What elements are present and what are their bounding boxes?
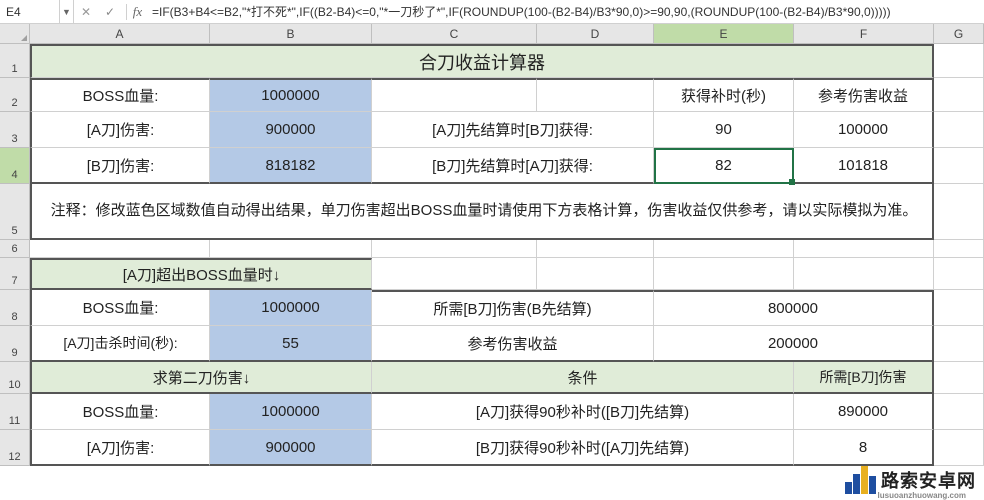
cell-D7[interactable]	[537, 258, 654, 290]
cell-E4[interactable]: 82	[654, 148, 794, 184]
watermark-sub: lusuoanzhuowang.com	[878, 491, 966, 500]
row-header-11[interactable]: 11	[0, 394, 30, 430]
row-header-9[interactable]: 9	[0, 326, 30, 362]
cell-AB10[interactable]: 求第二刀伤害↓	[30, 362, 372, 394]
cell-E6[interactable]	[654, 240, 794, 258]
row-header-6[interactable]: 6	[0, 240, 30, 258]
cell-B12[interactable]: 900000	[210, 430, 372, 466]
cell-G7[interactable]	[934, 258, 984, 290]
cell-EF9[interactable]: 200000	[654, 326, 934, 362]
col-header-C[interactable]: C	[372, 24, 537, 43]
cell-area[interactable]: 合刀收益计算器 BOSS血量: 1000000 获得补时(秒) 参考伤害收益 […	[30, 44, 984, 466]
cell-A3[interactable]: [A刀]伤害:	[30, 112, 210, 148]
col-header-A[interactable]: A	[30, 24, 210, 43]
fx-icon[interactable]: fx	[122, 0, 146, 23]
cell-C6[interactable]	[372, 240, 537, 258]
cell-A12[interactable]: [A刀]伤害:	[30, 430, 210, 466]
cell-A11[interactable]: BOSS血量:	[30, 394, 210, 430]
cell-B2[interactable]: 1000000	[210, 78, 372, 112]
cell-F10[interactable]: 所需[B刀]伤害	[794, 362, 934, 394]
spreadsheet-grid: 1 2 3 4 5 6 7 8 9 10 11 12 合刀收益计算器 BOSS血…	[0, 44, 984, 466]
row-header-5[interactable]: 5	[0, 184, 30, 240]
row-header-7[interactable]: 7	[0, 258, 30, 290]
cell-title[interactable]: 合刀收益计算器	[30, 44, 934, 78]
cell-CDE11[interactable]: [A刀]获得90秒补时([B刀]先结算)	[372, 394, 794, 430]
cell-A2[interactable]: BOSS血量:	[30, 78, 210, 112]
watermark-logo: 路索安卓网 lusuoanzhuowang.com	[845, 466, 976, 494]
cell-C2[interactable]	[372, 78, 537, 112]
cell-B4[interactable]: 818182	[210, 148, 372, 184]
cell-CD9[interactable]: 参考伤害收益	[372, 326, 654, 362]
cell-note[interactable]: 注释：修改蓝色区域数值自动得出结果，单刀伤害超出BOSS血量时请使用下方表格计算…	[30, 184, 934, 240]
cell-G12[interactable]	[934, 430, 984, 466]
cell-A4[interactable]: [B刀]伤害:	[30, 148, 210, 184]
cell-F7[interactable]	[794, 258, 934, 290]
cell-F12[interactable]: 8	[794, 430, 934, 466]
row-header-12[interactable]: 12	[0, 430, 30, 466]
cancel-icon[interactable]: ✕	[74, 0, 98, 23]
cell-B6[interactable]	[210, 240, 372, 258]
cell-G1[interactable]	[934, 44, 984, 78]
col-header-E[interactable]: E	[654, 24, 794, 43]
cell-B11[interactable]: 1000000	[210, 394, 372, 430]
row-header-8[interactable]: 8	[0, 290, 30, 326]
cell-G8[interactable]	[934, 290, 984, 326]
accept-icon[interactable]: ✓	[98, 0, 122, 23]
cell-CD8[interactable]: 所需[B刀]伤害(B先结算)	[372, 290, 654, 326]
cell-CDE10[interactable]: 条件	[372, 362, 794, 394]
cell-E2[interactable]: 获得补时(秒)	[654, 78, 794, 112]
row-header-2[interactable]: 2	[0, 78, 30, 112]
cell-A6[interactable]	[30, 240, 210, 258]
cell-G11[interactable]	[934, 394, 984, 430]
formula-bar-buttons: ✕ ✓ fx	[74, 0, 146, 23]
cell-B9[interactable]: 55	[210, 326, 372, 362]
cell-B3[interactable]: 900000	[210, 112, 372, 148]
cell-D2[interactable]	[537, 78, 654, 112]
cell-EF8[interactable]: 800000	[654, 290, 934, 326]
cell-AB7[interactable]: [A刀]超出BOSS血量时↓	[30, 258, 372, 290]
row-header-4[interactable]: 4	[0, 148, 30, 184]
cell-F3[interactable]: 100000	[794, 112, 934, 148]
row-headers: 1 2 3 4 5 6 7 8 9 10 11 12	[0, 44, 30, 466]
col-header-F[interactable]: F	[794, 24, 934, 43]
cell-A8[interactable]: BOSS血量:	[30, 290, 210, 326]
cell-CD3[interactable]: [A刀]先结算时[B刀]获得:	[372, 112, 654, 148]
cell-G3[interactable]	[934, 112, 984, 148]
select-all-corner[interactable]	[0, 24, 30, 43]
watermark-text: 路索安卓网	[881, 467, 976, 493]
cell-F6[interactable]	[794, 240, 934, 258]
formula-input[interactable]: =IF(B3+B4<=B2,"*打不死*",IF((B2-B4)<=0,"*一刀…	[146, 3, 984, 20]
column-headers: A B C D E F G	[0, 24, 984, 44]
cell-G6[interactable]	[934, 240, 984, 258]
watermark-icon	[845, 466, 877, 494]
row-header-1[interactable]: 1	[0, 44, 30, 78]
cell-A9[interactable]: [A刀]击杀时间(秒):	[30, 326, 210, 362]
col-header-D[interactable]: D	[537, 24, 654, 43]
cell-C7[interactable]	[372, 258, 537, 290]
cell-F11[interactable]: 890000	[794, 394, 934, 430]
cell-G9[interactable]	[934, 326, 984, 362]
cell-G4[interactable]	[934, 148, 984, 184]
cell-G2[interactable]	[934, 78, 984, 112]
row-header-10[interactable]: 10	[0, 362, 30, 394]
cell-G10[interactable]	[934, 362, 984, 394]
name-box-dropdown-icon[interactable]: ▼	[60, 0, 74, 23]
cell-E3[interactable]: 90	[654, 112, 794, 148]
cell-CD4[interactable]: [B刀]先结算时[A刀]获得:	[372, 148, 654, 184]
col-header-G[interactable]: G	[934, 24, 984, 43]
name-box[interactable]: E4	[0, 0, 60, 23]
cell-D6[interactable]	[537, 240, 654, 258]
cell-G5[interactable]	[934, 184, 984, 240]
formula-bar: E4 ▼ ✕ ✓ fx =IF(B3+B4<=B2,"*打不死*",IF((B2…	[0, 0, 984, 24]
col-header-B[interactable]: B	[210, 24, 372, 43]
cell-B8[interactable]: 1000000	[210, 290, 372, 326]
cell-E7[interactable]	[654, 258, 794, 290]
cell-F2[interactable]: 参考伤害收益	[794, 78, 934, 112]
cell-CDE12[interactable]: [B刀]获得90秒补时([A刀]先结算)	[372, 430, 794, 466]
row-header-3[interactable]: 3	[0, 112, 30, 148]
cell-F4[interactable]: 101818	[794, 148, 934, 184]
